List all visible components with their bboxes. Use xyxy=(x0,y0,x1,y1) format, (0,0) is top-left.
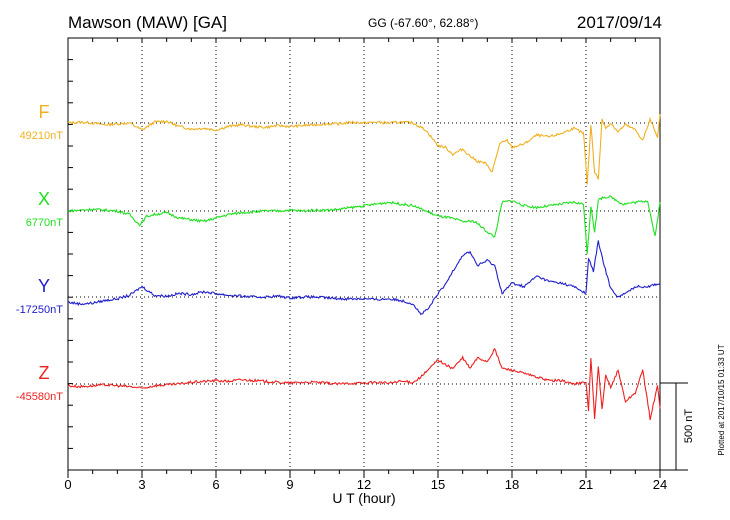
x-axis-title: U T (hour) xyxy=(332,490,395,506)
series-baseline-f: 49210nT xyxy=(20,130,64,142)
x-tick-label: 0 xyxy=(64,477,71,492)
series-line-f xyxy=(67,114,661,185)
scale-bar-label: 500 nT xyxy=(683,409,695,444)
x-tick-label: 6 xyxy=(212,477,219,492)
x-tick-labels: 0 3 6 9 12 15 18 21 24 xyxy=(64,477,667,492)
axis-ticks xyxy=(67,37,661,478)
series-baseline-z: -45580nT xyxy=(16,391,63,403)
x-tick-label: 18 xyxy=(505,477,519,492)
baseline-dotted-lines xyxy=(68,122,660,385)
series-lines xyxy=(67,114,661,421)
series-line-x xyxy=(67,195,661,255)
series-name-y: Y xyxy=(38,276,50,296)
x-tick-label: 3 xyxy=(138,477,145,492)
plotted-timestamp: Plotted at 2017/10/15 01:33 UT xyxy=(717,344,726,455)
series-name-f: F xyxy=(39,102,50,122)
series-name-x: X xyxy=(38,189,50,209)
x-tick-label: 12 xyxy=(357,477,371,492)
vertical-gridlines xyxy=(141,38,587,470)
plot-date: 2017/09/14 xyxy=(577,13,662,32)
geographic-coords: GG (-67.60°, 62.88°) xyxy=(368,16,478,30)
station-title: Mawson (MAW) [GA] xyxy=(68,13,227,32)
x-tick-label: 15 xyxy=(431,477,445,492)
series-baseline-x: 6770nT xyxy=(26,217,64,229)
scale-bar: 500 nT xyxy=(660,382,695,471)
series-line-z xyxy=(67,347,661,421)
series-line-y xyxy=(67,240,661,316)
series-name-z: Z xyxy=(39,363,50,383)
series-baseline-y: -17250nT xyxy=(16,304,63,316)
x-tick-label: 21 xyxy=(579,477,593,492)
series-labels: F 49210nT X 6770nT Y -17250nT Z -45580nT xyxy=(16,102,63,403)
x-tick-label: 9 xyxy=(286,477,293,492)
x-tick-label: 24 xyxy=(653,477,667,492)
